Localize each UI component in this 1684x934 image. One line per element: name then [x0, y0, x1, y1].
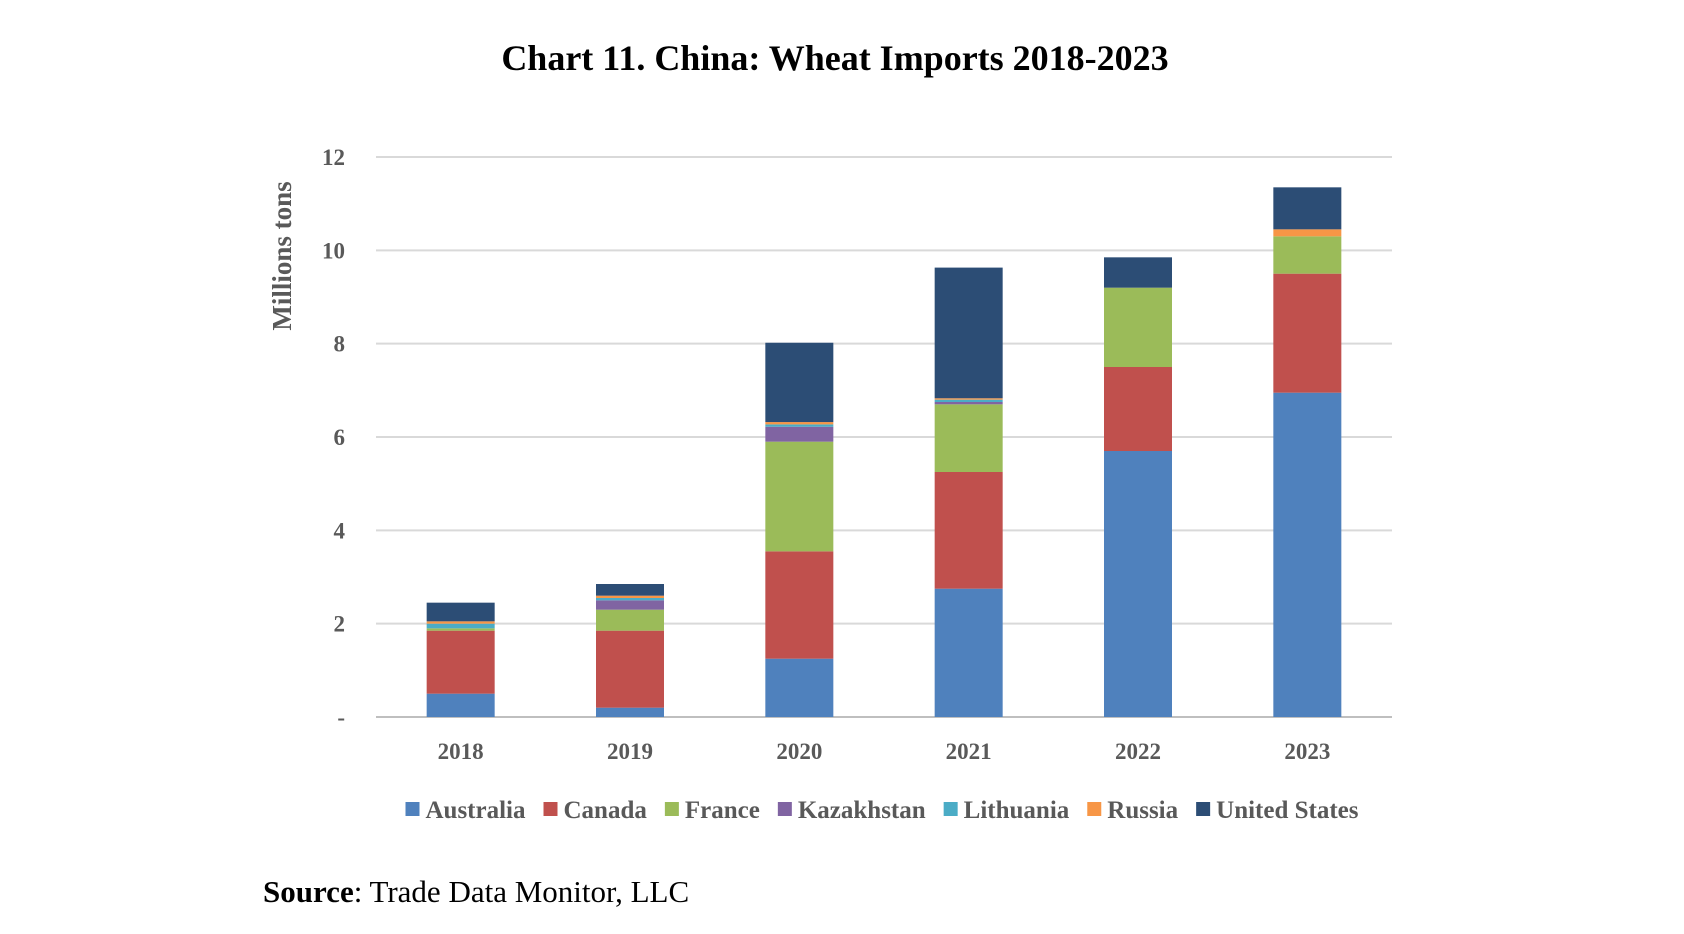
bar-2019-canada — [596, 630, 664, 708]
bar-2020-australia — [765, 658, 834, 717]
y-tick-label-2: 2 — [334, 612, 346, 637]
legend-swatch-kazakhstan — [777, 802, 792, 816]
legend-label-australia: Australia — [426, 797, 527, 824]
legend-swatch-lithuania — [943, 802, 958, 816]
bar-2021-lithuania — [934, 399, 1003, 402]
bar-2021-united-states — [934, 267, 1003, 399]
bar-2018-united-states — [426, 602, 495, 622]
x-tick-label-2018: 2018 — [438, 739, 484, 764]
x-tick-label-2021: 2021 — [946, 739, 992, 764]
bar-2022-canada — [1104, 367, 1172, 451]
y-axis-title: Millions tons — [267, 181, 297, 330]
legend-label-russia: Russia — [1107, 797, 1178, 824]
bar-2021-kazakhstan — [934, 402, 1003, 405]
bar-2020-france — [765, 441, 834, 552]
source-label: Source — [263, 874, 354, 909]
bar-2020-kazakhstan — [765, 426, 834, 442]
bar-2019-lithuania — [596, 598, 664, 601]
bar-2023-united-states — [1273, 187, 1342, 230]
gridlines — [376, 156, 1392, 718]
bar-2021-australia — [934, 588, 1003, 717]
bar-2023-australia — [1273, 392, 1342, 717]
bar-2022-united-states — [1104, 257, 1172, 288]
bar-2023-russia — [1273, 229, 1342, 237]
bar-2019-kazakhstan — [596, 600, 664, 610]
bars — [426, 187, 1342, 717]
bar-2019-australia — [596, 707, 664, 717]
x-tick-label-2023: 2023 — [1284, 739, 1330, 764]
y-tick-label-0: - — [337, 705, 345, 730]
bar-2020-united-states — [765, 342, 834, 423]
x-axis-ticks: 2018 2019 2020 2021 2022 2023 — [438, 739, 1331, 764]
x-tick-label-2022: 2022 — [1115, 739, 1161, 764]
legend-swatch-france — [664, 802, 679, 816]
bar-2023-france — [1273, 236, 1342, 274]
y-tick-label-6: 6 — [334, 425, 346, 450]
bar-2018-lithuania — [426, 623, 495, 629]
legend-items: Australia Canada France Kazakhstan Lithuania… — [405, 797, 1359, 824]
source-text: : Trade Data Monitor, LLC — [353, 874, 690, 909]
bar-2018-france — [426, 628, 495, 631]
legend-label-kazakhstan: Kazakhstan — [798, 797, 926, 824]
y-tick-label-10: 10 — [322, 238, 345, 263]
bar-2021-canada — [934, 472, 1003, 589]
x-tick-label-2019: 2019 — [607, 739, 653, 764]
legend-swatch-australia — [405, 802, 420, 816]
legend-label-united-states: United States — [1216, 797, 1359, 824]
bar-2021-russia — [934, 398, 1003, 400]
bar-2018-russia — [426, 621, 495, 624]
y-tick-label-8: 8 — [334, 332, 346, 357]
bar-2022-australia — [1104, 451, 1172, 717]
bar-2020-lithuania — [765, 424, 834, 427]
legend-swatch-united-states — [1196, 802, 1211, 816]
bar-2022-france — [1104, 287, 1172, 367]
legend: Australia Canada France Kazakhstan Lithuania… — [405, 797, 1359, 824]
y-axis-ticks: - 2 4 6 8 10 12 — [322, 145, 346, 730]
y-tick-label-12: 12 — [322, 145, 345, 170]
bar-2019-united-states — [596, 584, 664, 596]
legend-label-canada: Canada — [564, 797, 648, 824]
chart-title: Chart 11. China: Wheat Imports 2018-2023 — [501, 38, 1168, 78]
legend-label-lithuania: Lithuania — [964, 797, 1070, 824]
bar-2018-australia — [426, 693, 495, 717]
source-note: Source: Trade Data Monitor, LLC — [263, 874, 689, 910]
bar-2018-canada — [426, 630, 495, 694]
bar-2020-canada — [765, 551, 834, 659]
y-tick-label-4: 4 — [334, 518, 346, 543]
bar-2021-france — [934, 404, 1003, 472]
legend-label-france: France — [685, 797, 760, 824]
legend-swatch-canada — [543, 802, 558, 816]
x-tick-label-2020: 2020 — [776, 739, 822, 764]
legend-swatch-russia — [1087, 802, 1102, 816]
bar-2020-russia — [765, 422, 834, 425]
bar-2019-russia — [596, 595, 664, 598]
bar-2019-france — [596, 609, 664, 631]
bar-2023-canada — [1273, 273, 1342, 393]
